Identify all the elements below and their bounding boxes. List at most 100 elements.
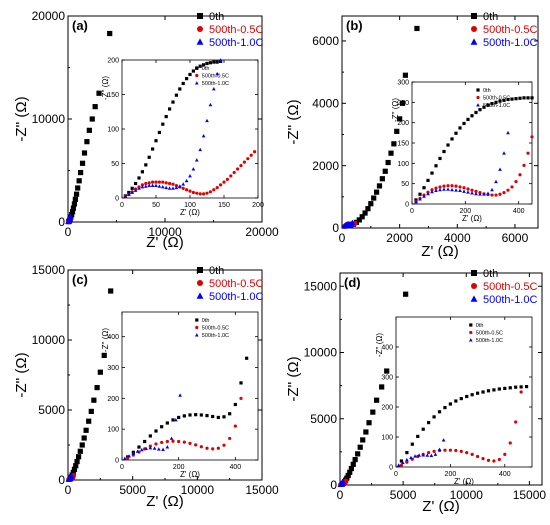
inset-y-tick-label: 150 bbox=[397, 140, 409, 147]
inset-data-point bbox=[486, 389, 491, 393]
data-point bbox=[68, 472, 75, 478]
inset-data-point bbox=[239, 381, 243, 385]
inset-data-point bbox=[246, 157, 250, 161]
inset-series-0th bbox=[399, 385, 529, 463]
inset-data-point bbox=[486, 458, 491, 462]
inset-data-point bbox=[127, 454, 131, 458]
series-500th-1.0C bbox=[337, 478, 346, 487]
legend-marker bbox=[471, 26, 477, 32]
inset-data-point bbox=[194, 413, 198, 417]
data-point bbox=[97, 369, 103, 375]
inset-data-point bbox=[421, 453, 426, 457]
inset-legend-marker bbox=[476, 103, 480, 107]
data-point bbox=[89, 116, 95, 122]
inset-data-point bbox=[147, 181, 151, 185]
x-tick-label: 15000 bbox=[513, 488, 547, 502]
inset-data-point bbox=[174, 183, 178, 188]
inset-data-point bbox=[151, 147, 155, 151]
inset-data-point bbox=[519, 390, 523, 394]
inset-data-point bbox=[450, 137, 454, 141]
inset-data-point bbox=[126, 192, 131, 196]
legend-marker bbox=[197, 280, 203, 286]
data-point bbox=[368, 201, 374, 207]
inset-y-tick-label: 250 bbox=[397, 100, 409, 107]
x-axis-label: Z' (Ω) bbox=[421, 243, 458, 260]
inset-data-point bbox=[152, 446, 157, 450]
y-tick-label: 0 bbox=[58, 473, 65, 487]
inset-data-point bbox=[239, 163, 243, 168]
inset-data-point bbox=[222, 443, 226, 447]
data-point bbox=[357, 444, 363, 450]
inset-legend-label: 0th bbox=[476, 323, 484, 329]
x-tick-label: 2000 bbox=[386, 231, 413, 245]
inset-data-point bbox=[405, 457, 409, 462]
y-tick-label: 0 bbox=[332, 221, 339, 235]
x-tick-label: 10000 bbox=[181, 483, 215, 497]
inset-data-point bbox=[418, 192, 422, 196]
data-point bbox=[371, 195, 377, 201]
inset-data-point bbox=[161, 447, 165, 451]
y-tick-label: 5000 bbox=[310, 412, 337, 426]
data-point bbox=[81, 435, 87, 441]
inset-data-point bbox=[522, 163, 526, 167]
inset-data-point bbox=[253, 150, 257, 154]
legend-marker bbox=[197, 13, 203, 19]
inset-data-point bbox=[429, 453, 434, 458]
inset-data-point bbox=[194, 443, 198, 447]
inset-data-point bbox=[416, 434, 420, 438]
inset-data-point bbox=[417, 453, 421, 457]
data-point bbox=[75, 185, 81, 191]
inset-plot: 0 200 400 0 100 200 300 400 Z' (Ω) -Z'' (Ω) 0th 500… bbox=[101, 311, 259, 479]
inset-data-point bbox=[191, 69, 195, 73]
inset-data-point bbox=[165, 439, 169, 444]
legend-marker bbox=[470, 38, 478, 45]
legend-label: 500th-0.5C bbox=[209, 278, 263, 290]
inset-data-point bbox=[182, 440, 186, 444]
data-point bbox=[76, 178, 82, 184]
inset-data-point bbox=[184, 178, 189, 183]
inset-data-point bbox=[130, 186, 134, 190]
inset-legend-marker bbox=[469, 323, 473, 327]
inset-data-point bbox=[418, 197, 422, 201]
x-tick-label: 5000 bbox=[390, 488, 417, 502]
data-point bbox=[362, 210, 368, 216]
data-point bbox=[352, 456, 358, 463]
inset-data-point bbox=[225, 177, 229, 181]
inset-data-point bbox=[133, 188, 138, 192]
data-point bbox=[359, 214, 365, 220]
legend-label: 0th bbox=[209, 265, 224, 277]
inset-data-point bbox=[458, 185, 462, 189]
y-tick-label: 15000 bbox=[32, 263, 66, 277]
inset-x-tick-label: 400 bbox=[499, 471, 511, 478]
inset-data-point bbox=[181, 182, 186, 186]
x-tick-label: 0 bbox=[65, 225, 72, 239]
legend-label: 0th bbox=[483, 268, 498, 280]
inset-data-point bbox=[426, 178, 430, 183]
data-point bbox=[79, 160, 86, 166]
data-point bbox=[76, 454, 82, 460]
x-tick-label: 15000 bbox=[245, 483, 279, 497]
inset-data-point bbox=[474, 191, 478, 196]
inset-data-point bbox=[245, 356, 249, 360]
inset-data-point bbox=[490, 187, 494, 192]
inset-data-point bbox=[434, 188, 438, 193]
legend-label: 0th bbox=[483, 11, 498, 23]
inset-plot-frame bbox=[395, 316, 533, 468]
data-point bbox=[86, 418, 92, 424]
inset-data-point bbox=[215, 186, 219, 190]
inset-data-point bbox=[438, 156, 442, 161]
data-point bbox=[374, 397, 380, 403]
inset-legend-label: 500th-1.0C bbox=[483, 103, 510, 109]
inset-data-point bbox=[154, 183, 158, 188]
inset-data-point bbox=[169, 436, 174, 440]
data-point bbox=[83, 427, 89, 433]
inset-data-point bbox=[430, 171, 434, 175]
inset-y-tick-label: 100 bbox=[397, 161, 409, 168]
inset-x-axis-label: Z' (Ω) bbox=[454, 477, 474, 486]
inset-data-point bbox=[474, 189, 478, 193]
y-tick-label: 10000 bbox=[304, 346, 338, 360]
inset-data-point bbox=[194, 158, 199, 162]
inset-data-point bbox=[502, 191, 506, 195]
